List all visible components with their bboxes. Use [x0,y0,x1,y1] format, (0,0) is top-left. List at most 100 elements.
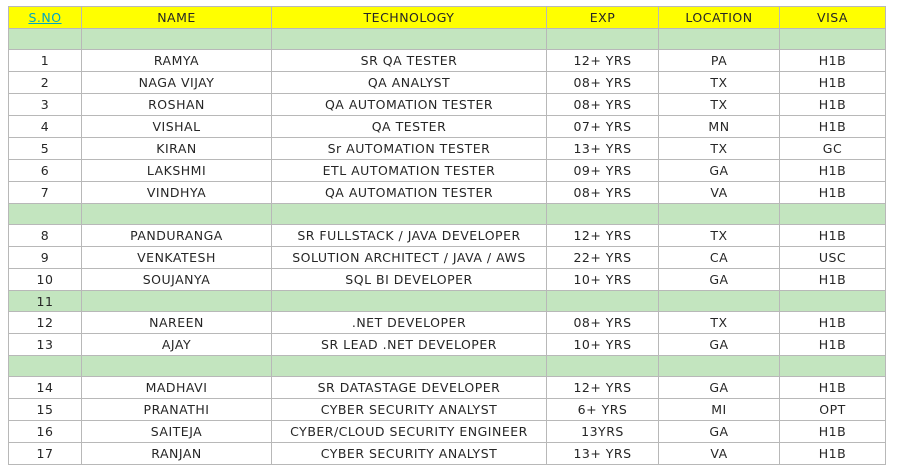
cell-technology: SOLUTION ARCHITECT / JAVA / AWS [271,246,547,269]
cell-technology: SR LEAD .NET DEVELOPER [271,333,547,356]
cell-sno: 5 [8,137,82,160]
cell-visa: H1B [779,376,886,399]
table-row: 15 PRANATHI CYBER SECURITY ANALYST 6+ YRS MI… [8,398,886,421]
cell-exp: 08+ YRS [546,311,659,334]
cell-sno: 9 [8,246,82,269]
table-row: 3 ROSHAN QA AUTOMATION TESTER 08+ YRS TX H1B [8,93,886,116]
cell-technology: SR DATASTAGE DEVELOPER [271,376,547,399]
section-separator-row: 11 [8,290,886,312]
cell-name [81,203,272,225]
cell-name: MADHAVI [81,376,272,399]
cell-name: AJAY [81,333,272,356]
cell-name: SAITEJA [81,420,272,443]
cell-sno: 14 [8,376,82,399]
table-header: S.NO NAME TECHNOLOGY EXP LOCATION VISA [8,6,886,29]
cell-sno [8,355,82,377]
table-row: 4 VISHAL QA TESTER 07+ YRS MN H1B [8,115,886,138]
cell-visa: H1B [779,181,886,204]
cell-location: GA [658,420,780,443]
table-row: 12 NAREEN .NET DEVELOPER 08+ YRS TX H1B [8,311,886,334]
cell-exp: 13+ YRS [546,137,659,160]
cell-sno: 16 [8,420,82,443]
cell-technology [271,203,547,225]
cell-sno: 4 [8,115,82,138]
cell-exp: 10+ YRS [546,333,659,356]
cell-technology: SQL BI DEVELOPER [271,268,547,291]
cell-name [81,355,272,377]
cell-sno: 10 [8,268,82,291]
cell-exp: 12+ YRS [546,224,659,247]
cell-technology [271,355,547,377]
table-row: 1 RAMYA SR QA TESTER 12+ YRS PA H1B [8,49,886,72]
cell-location: VA [658,181,780,204]
cell-location: GA [658,333,780,356]
cell-name: PANDURANGA [81,224,272,247]
section-separator-row [8,28,886,50]
table-row: 9 VENKATESH SOLUTION ARCHITECT / JAVA / AW… [8,246,886,269]
table-row: 16 SAITEJA CYBER/CLOUD SECURITY ENGINEER 13… [8,420,886,443]
cell-technology: ETL AUTOMATION TESTER [271,159,547,182]
cell-location: GA [658,376,780,399]
cell-exp: 08+ YRS [546,93,659,116]
cell-name: VISHAL [81,115,272,138]
table-row: 6 LAKSHMI ETL AUTOMATION TESTER 09+ YRS GA H1… [8,159,886,182]
cell-sno: 11 [8,290,82,312]
cell-exp: 07+ YRS [546,115,659,138]
table-row: 17 RANJAN CYBER SECURITY ANALYST 13+ YRS VA H… [8,442,886,465]
candidates-table: S.NO NAME TECHNOLOGY EXP LOCATION VISA 1… [8,6,886,465]
cell-name: NAREEN [81,311,272,334]
cell-exp: 12+ YRS [546,49,659,72]
cell-exp: 09+ YRS [546,159,659,182]
cell-sno: 12 [8,311,82,334]
cell-visa [779,203,886,225]
header-sno-link[interactable]: S.NO [8,6,82,29]
cell-visa: H1B [779,333,886,356]
cell-sno: 1 [8,49,82,72]
cell-technology: QA ANALYST [271,71,547,94]
cell-technology: QA AUTOMATION TESTER [271,93,547,116]
cell-exp [546,290,659,312]
cell-visa: H1B [779,268,886,291]
table-row: 10 SOUJANYA SQL BI DEVELOPER 10+ YRS GA H1B [8,268,886,291]
cell-name [81,28,272,50]
cell-name: RAMYA [81,49,272,72]
cell-visa [779,355,886,377]
cell-sno: 7 [8,181,82,204]
cell-sno: 8 [8,224,82,247]
table-row: 7 VINDHYA QA AUTOMATION TESTER 08+ YRS VA H1B [8,181,886,204]
cell-visa [779,28,886,50]
cell-visa: H1B [779,159,886,182]
cell-sno: 6 [8,159,82,182]
header-location: LOCATION [658,6,780,29]
cell-exp: 10+ YRS [546,268,659,291]
cell-name: ROSHAN [81,93,272,116]
cell-name: PRANATHI [81,398,272,421]
cell-exp: 22+ YRS [546,246,659,269]
header-technology: TECHNOLOGY [271,6,547,29]
cell-visa: H1B [779,93,886,116]
cell-location: TX [658,224,780,247]
cell-exp [546,203,659,225]
cell-location [658,355,780,377]
cell-visa: H1B [779,49,886,72]
cell-technology [271,28,547,50]
cell-location: VA [658,442,780,465]
cell-location: PA [658,49,780,72]
cell-sno: 2 [8,71,82,94]
table-row: 14 MADHAVI SR DATASTAGE DEVELOPER 12+ YRS GA… [8,376,886,399]
section-separator-row [8,355,886,377]
table-row: 8 PANDURANGA SR FULLSTACK / JAVA DEVELOPER… [8,224,886,247]
cell-technology: SR QA TESTER [271,49,547,72]
cell-technology: Sr AUTOMATION TESTER [271,137,547,160]
cell-technology: QA TESTER [271,115,547,138]
cell-location: MI [658,398,780,421]
cell-technology: CYBER SECURITY ANALYST [271,442,547,465]
cell-exp: 13+ YRS [546,442,659,465]
cell-visa: H1B [779,311,886,334]
cell-location: TX [658,93,780,116]
cell-location: MN [658,115,780,138]
cell-location [658,28,780,50]
cell-technology: CYBER SECURITY ANALYST [271,398,547,421]
cell-technology: .NET DEVELOPER [271,311,547,334]
cell-location [658,290,780,312]
